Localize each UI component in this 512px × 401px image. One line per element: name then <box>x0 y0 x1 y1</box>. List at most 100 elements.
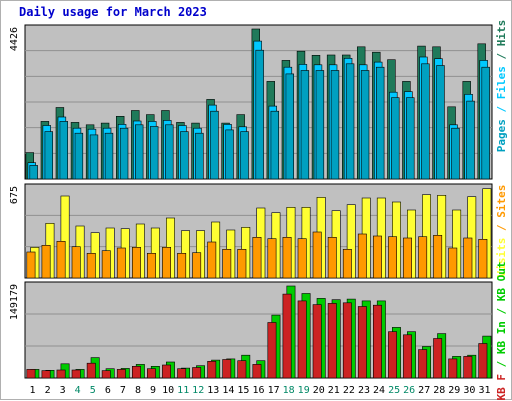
legend-visits-item: / Sites <box>495 185 508 238</box>
requests-bar-pages <box>421 63 430 180</box>
requests-bar-pages <box>195 132 204 180</box>
requests-bar-pages <box>330 70 340 180</box>
requests-bar-pages <box>345 63 355 180</box>
x-tick-label: 18 <box>283 385 295 396</box>
requests-bar-pages <box>44 131 54 180</box>
x-tick-label: 25 <box>388 385 400 396</box>
volume-bar-kb-out <box>342 302 352 379</box>
requests-bar-pages <box>436 65 445 180</box>
visits-bar-sites <box>132 247 141 279</box>
volume-bar-kb-out <box>433 338 443 379</box>
x-tick-label: 30 <box>463 385 475 396</box>
visits-bar-sites <box>433 235 443 279</box>
visits-bar-sites <box>237 249 247 279</box>
legend-requests-item: / Files <box>495 66 508 119</box>
visits-bar-sites <box>71 246 81 279</box>
legend-requests-item: Pages <box>495 119 508 152</box>
requests-bar-pages <box>300 70 310 180</box>
requests-bar-pages <box>180 131 189 180</box>
visits-bar-sites <box>252 237 262 279</box>
requests-bar-pages <box>255 49 264 180</box>
requests-bar-pages <box>89 134 99 180</box>
x-tick-label: 2 <box>45 385 51 396</box>
x-tick-label: 12 <box>192 385 204 396</box>
visits-bar-sites <box>463 237 473 279</box>
volume-bar-kb-out <box>478 343 488 379</box>
chart-title: Daily usage for March 2023 <box>19 5 207 19</box>
requests-bar-pages <box>210 110 219 180</box>
x-tick-label: 17 <box>268 385 280 396</box>
x-tick-label: 11 <box>177 385 189 396</box>
visits-bar-sites <box>372 235 382 279</box>
volume-bar-kb-out <box>26 369 36 379</box>
volume-bar-kb-out <box>403 334 412 379</box>
legend-volume-item: / KB In <box>495 321 508 374</box>
requests-bar-pages <box>466 100 475 180</box>
volume-bar-kb-out <box>222 359 232 379</box>
legend-requests-item: / Hits <box>495 20 508 66</box>
x-tick-label: 22 <box>343 385 355 396</box>
requests-bar-pages <box>285 73 294 180</box>
volume-bar-kb-out <box>327 303 337 379</box>
volume-bar-kb-out <box>192 367 202 379</box>
legend-requests: Pages / Files / Hits <box>495 20 508 152</box>
visits-bar-sites <box>101 250 111 279</box>
x-tick-label: 24 <box>373 385 385 396</box>
visits-bar-sites <box>192 252 202 279</box>
volume-bar-kb-out <box>357 306 367 379</box>
visits-bar-sites <box>357 233 367 279</box>
volume-bar-kb-out <box>448 358 458 379</box>
volume-bar-kb-out <box>162 364 171 379</box>
x-tick-label: 28 <box>433 385 445 396</box>
visits-bar-sites <box>147 253 156 279</box>
x-tick-label: 19 <box>298 385 310 396</box>
volume-bar-kb-out <box>418 349 428 379</box>
legend-volume-item: KB F <box>495 374 508 401</box>
visits-bar-sites <box>478 239 488 279</box>
requests-bar-pages <box>375 66 385 180</box>
x-tick-label: 5 <box>90 385 96 396</box>
requests-bar-pages <box>270 110 279 180</box>
x-tick-label: 27 <box>418 385 430 396</box>
requests-bar-pages <box>315 70 325 180</box>
volume-bar-kb-out <box>312 304 322 379</box>
x-tick-label: 9 <box>150 385 156 396</box>
visits-bar-sites <box>267 238 277 279</box>
requests-bar-pages <box>59 121 69 180</box>
x-tick-label: 1 <box>29 385 35 396</box>
x-tick-label: 29 <box>448 385 460 396</box>
volume-bar-kb-out <box>56 369 66 379</box>
requests-bar-pages <box>391 97 400 180</box>
volume-bar-kb-out <box>116 369 126 379</box>
volume-bar-kb-out <box>147 368 156 379</box>
visits-bar-sites <box>26 251 36 279</box>
x-tick-label: 4 <box>75 385 81 396</box>
requests-bar-pages <box>29 165 38 180</box>
visits-bar-sites <box>342 249 352 279</box>
x-tick-label: 15 <box>237 385 249 396</box>
volume-bar-kb-out <box>463 356 473 379</box>
requests-bar-pages <box>240 131 249 180</box>
requests-bar-pages <box>104 132 114 180</box>
requests-bar-pages <box>119 127 129 180</box>
volume-bar-kb-out <box>132 365 141 379</box>
visits-bar-sites <box>327 237 337 279</box>
legend-volume-item: / KB Out <box>495 261 508 321</box>
visits-bar-sites <box>448 247 458 279</box>
requests-bar-pages <box>150 126 159 180</box>
visits-bar-sites <box>312 231 322 279</box>
volume-bar-kb-out <box>282 293 292 379</box>
x-tick-label: 23 <box>358 385 370 396</box>
x-tick-label: 8 <box>135 385 141 396</box>
volume-bar-kb-out <box>252 364 262 379</box>
volume-bar-kb-out <box>86 362 96 379</box>
visits-bar-sites <box>222 249 232 279</box>
legend-visits-item: Visits <box>495 238 508 278</box>
x-tick-label: 16 <box>252 385 264 396</box>
requests-bar-pages <box>451 127 460 180</box>
volume-bar-kb-out <box>388 331 397 379</box>
visits-bar-sites <box>56 241 66 279</box>
requests-bar-pages <box>135 124 144 180</box>
visits-bar-sites <box>388 236 397 279</box>
